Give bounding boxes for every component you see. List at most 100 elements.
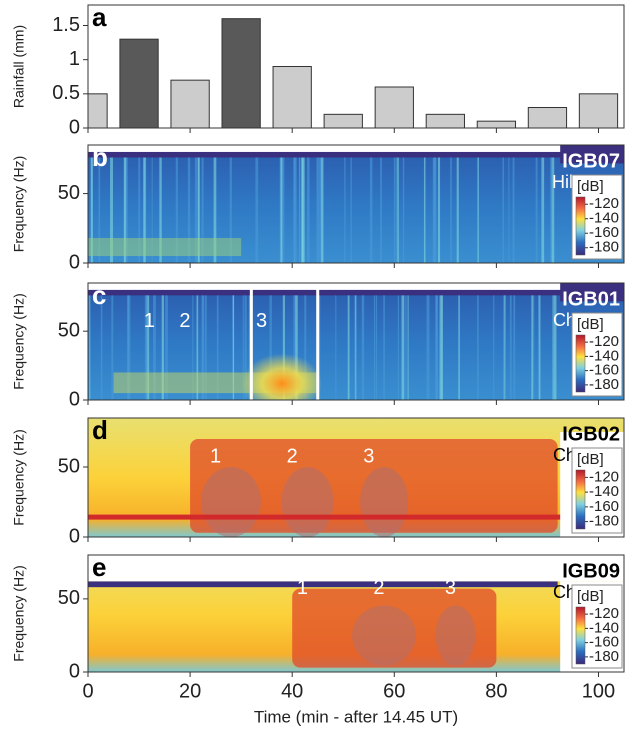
- panel-label: c: [92, 280, 106, 310]
- axes-frame: [87, 4, 625, 129]
- colorbar: [575, 196, 586, 256]
- y-axis-label: Rainfall (mm): [11, 25, 27, 108]
- spectrogram-core: [360, 467, 409, 537]
- spectrogram-blob: [241, 353, 322, 400]
- plot-area: 1 2 3: [88, 418, 624, 537]
- colorbar-tick-label: -120: [589, 468, 619, 485]
- colorbar-tick-label: -180: [589, 376, 619, 393]
- axes-frame: [87, 554, 625, 673]
- spectrogram-band: [88, 289, 624, 296]
- colorbar-tick-label: -160: [589, 362, 619, 379]
- annotation: 3: [363, 445, 374, 467]
- bar: [476, 120, 517, 128]
- bar: [170, 79, 210, 128]
- y-axis-label: Frequency (Hz): [11, 293, 27, 389]
- colorbar: [575, 469, 586, 530]
- spectrogram-band: [88, 283, 624, 290]
- x-tick-label: 100: [582, 680, 615, 702]
- x-tick-label: 80: [485, 680, 507, 702]
- spectrogram-core: [352, 605, 417, 666]
- y-tick-label: 1.5: [52, 14, 80, 36]
- y-tick-label: 0.5: [52, 82, 80, 104]
- y-tick-label: 50: [58, 182, 80, 204]
- spectrogram-band: [88, 145, 624, 152]
- axes-frame: [87, 417, 625, 538]
- x-axis-label: Time (min - after 14.45 UT): [254, 707, 458, 726]
- bar: [374, 86, 414, 128]
- colorbar-label: [dB]: [577, 316, 604, 333]
- annotation: 2: [287, 445, 298, 467]
- spectrogram-void: [560, 145, 624, 164]
- y-tick-label: 50: [58, 319, 80, 341]
- spectrogram-patch: [88, 238, 242, 257]
- annotation: 3: [256, 310, 267, 332]
- x-tick-label: 40: [281, 680, 303, 702]
- colorbar-tick-label: -140: [589, 483, 619, 500]
- station-name: IGB07: [562, 150, 620, 172]
- y-tick-label: 50: [58, 455, 80, 477]
- bar: [272, 66, 312, 128]
- y-tick-label: 0: [69, 251, 80, 273]
- annotation: 2: [179, 310, 190, 332]
- colorbar-label: [dB]: [577, 588, 604, 605]
- annotation: 1: [297, 577, 308, 599]
- spectrogram-band: [88, 581, 558, 588]
- x-tick-label: 0: [82, 680, 93, 702]
- y-tick-label: 50: [58, 587, 80, 609]
- colorbar-tick-label: -120: [589, 195, 619, 212]
- y-tick-label: 1: [69, 48, 80, 70]
- plot-area: 1 2 3: [88, 283, 624, 400]
- y-tick-label: 0: [69, 525, 80, 547]
- colorbar: [575, 606, 586, 665]
- plot-area: [88, 145, 624, 263]
- bar: [88, 93, 108, 128]
- colorbar-tick-label: -180: [589, 648, 619, 665]
- colorbar-label: [dB]: [577, 451, 604, 468]
- panel-label: a: [92, 2, 107, 32]
- annotation: 1: [144, 310, 155, 332]
- spectrogram-void: [560, 283, 624, 302]
- annotation: 1: [210, 445, 221, 467]
- colorbar-tick-label: -120: [589, 333, 619, 350]
- spectrogram-core: [435, 605, 476, 666]
- colorbar-tick-label: -160: [589, 498, 619, 515]
- annotation: 3: [445, 577, 456, 599]
- colorbar-tick-label: -180: [589, 513, 619, 530]
- station-name: IGB02: [562, 423, 620, 445]
- annotation: 2: [373, 577, 384, 599]
- y-tick-label: 0: [69, 388, 80, 410]
- colorbar-tick-label: -160: [589, 224, 619, 241]
- axes-frame: [87, 282, 625, 401]
- axes-frame: [87, 144, 625, 264]
- bar: [119, 38, 159, 128]
- bar: [425, 113, 465, 128]
- spectrogram-core: [281, 467, 334, 537]
- y-axis-label: Frequency (Hz): [11, 429, 27, 525]
- x-tick-label: 60: [383, 680, 405, 702]
- colorbar-label: [dB]: [577, 178, 604, 195]
- spectrogram-band: [88, 151, 624, 158]
- colorbar-tick-label: -160: [589, 634, 619, 651]
- colorbar-tick-label: -140: [589, 347, 619, 364]
- plot-area: [88, 18, 619, 128]
- spectrogram-band: [88, 555, 624, 582]
- panel-label: e: [92, 552, 106, 582]
- spectrogram-core: [200, 467, 261, 537]
- colorbar-tick-label: -120: [589, 605, 619, 622]
- y-axis-label: Frequency (Hz): [11, 156, 27, 252]
- colorbar-tick-label: -140: [589, 619, 619, 636]
- plot-area: 1 2 3: [88, 555, 624, 672]
- y-axis-label: Frequency (Hz): [11, 565, 27, 661]
- y-tick-label: 0: [69, 660, 80, 682]
- panel-label: d: [92, 415, 108, 445]
- x-tick-label: 20: [179, 680, 201, 702]
- bar: [323, 113, 363, 128]
- colorbar-tick-label: -180: [589, 239, 619, 256]
- bar: [527, 107, 568, 128]
- colorbar-tick-label: -140: [589, 210, 619, 227]
- y-tick-label: 0: [69, 116, 80, 138]
- station-name: IGB01: [562, 288, 620, 310]
- station-name: IGB09: [562, 560, 620, 582]
- panel-label: b: [92, 142, 108, 172]
